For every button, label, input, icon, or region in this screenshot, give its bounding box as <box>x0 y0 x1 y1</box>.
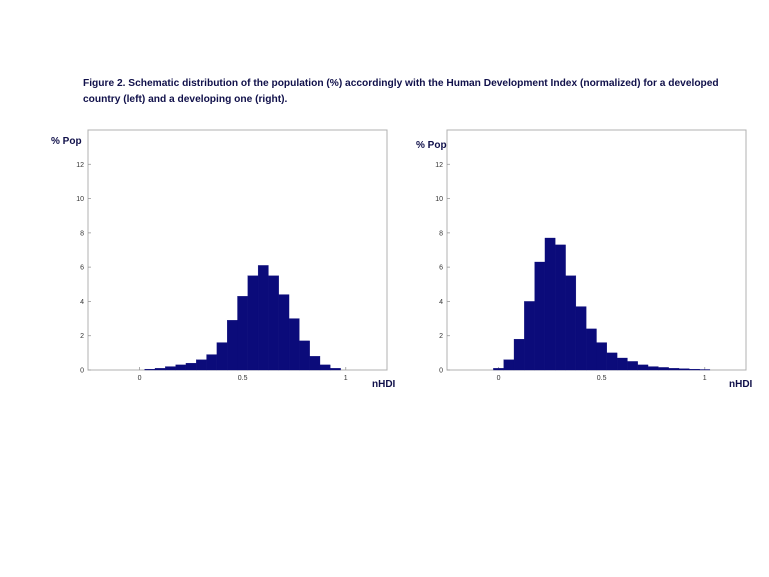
left-xtick-label: 0 <box>138 375 142 382</box>
right-histogram-bar <box>637 364 649 371</box>
right-histogram-bar <box>678 368 690 371</box>
left-xtick-label: 0.5 <box>238 375 248 382</box>
left-histogram-bar <box>237 296 248 371</box>
left-ytick-label: 8 <box>80 230 84 237</box>
right-histogram-bar <box>513 338 525 371</box>
right-histogram-bar <box>627 361 638 371</box>
left-ytick-label: 2 <box>80 333 84 340</box>
left-histogram-bar <box>257 265 269 371</box>
right-ytick-label: 4 <box>439 299 443 306</box>
right-ytick-label: 0 <box>439 368 443 375</box>
right-histogram-bar <box>575 306 587 371</box>
right-histogram-bar <box>606 352 618 371</box>
figure-caption: Figure 2. Schematic distribution of the … <box>83 78 719 105</box>
left-histogram-bar <box>227 320 238 371</box>
left-ytick-label: 0 <box>80 368 84 375</box>
right-xtick-label: 0.5 <box>597 375 607 382</box>
left-ytick-label: 4 <box>80 299 84 306</box>
right-histogram-bar <box>596 342 607 371</box>
right-histogram-bar <box>699 369 711 371</box>
right-ytick-label: 2 <box>439 333 443 340</box>
right-histogram-bar <box>689 368 700 371</box>
right-histogram-bar <box>503 359 515 371</box>
left-histogram-bar <box>288 318 300 371</box>
left-y-axis-label: % Pop <box>51 136 82 147</box>
left-xtick-label: 1 <box>344 375 348 382</box>
left-ytick-label: 6 <box>80 265 84 272</box>
left-histogram-bar <box>185 362 197 371</box>
right-ytick-label: 12 <box>435 162 443 169</box>
right-ytick-label: 6 <box>439 265 443 272</box>
right-x-axis-label: nHDI <box>729 379 753 390</box>
left-histogram-bar <box>247 275 259 371</box>
right-ytick-label: 8 <box>439 230 443 237</box>
right-histogram-bar <box>668 368 680 371</box>
left-histogram-bar <box>278 294 290 371</box>
right-xtick-label: 1 <box>703 375 707 382</box>
right-ytick-label: 10 <box>435 196 443 203</box>
left-histogram-bar <box>299 340 310 371</box>
left-x-axis-label: nHDI <box>372 379 396 390</box>
left-histogram-bar <box>319 364 331 371</box>
right-histogram-bar <box>493 368 504 371</box>
right-histogram-bar <box>565 275 577 371</box>
right-histogram-bar <box>544 237 556 371</box>
right-xtick-label: 0 <box>497 375 501 382</box>
left-histogram-bar <box>144 368 156 371</box>
left-histogram-bar <box>165 366 176 371</box>
left-histogram-bar <box>175 364 187 371</box>
left-ytick-label: 10 <box>76 196 84 203</box>
right-histogram-bar <box>534 261 546 371</box>
right-histogram-bar <box>616 357 628 371</box>
left-histogram-bar <box>216 342 228 371</box>
left-ytick-label: 12 <box>76 162 84 169</box>
left-histogram-bar <box>268 275 279 371</box>
right-histogram-bar <box>524 301 535 371</box>
left-histogram-bar <box>330 368 341 371</box>
right-histogram-bar <box>658 367 669 371</box>
left-histogram-bar <box>154 368 166 371</box>
right-y-axis-label: % Pop <box>416 140 447 151</box>
left-histogram-bar <box>196 359 207 371</box>
left-histogram-bar <box>309 356 321 371</box>
right-histogram-bar <box>555 244 566 371</box>
left-histogram-bar <box>206 354 218 371</box>
right-histogram-bar <box>647 366 659 371</box>
right-histogram-bar <box>586 328 597 371</box>
